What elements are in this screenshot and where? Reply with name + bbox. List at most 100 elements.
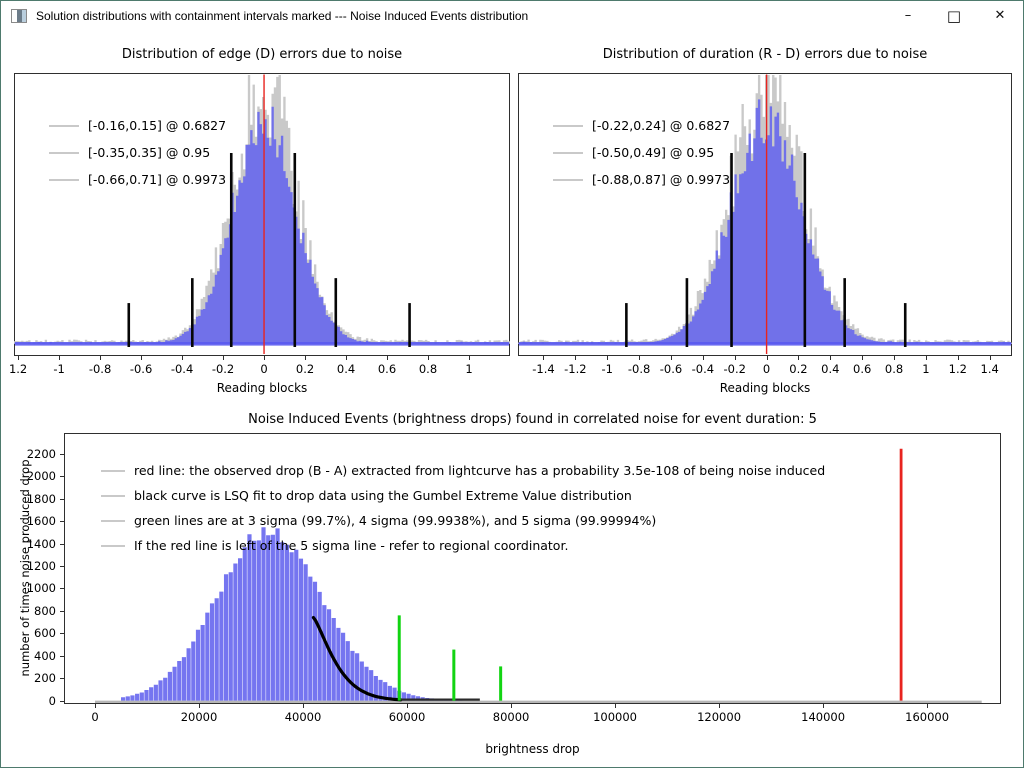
legend-sample-line <box>553 178 583 181</box>
y-tick-mark <box>60 543 64 545</box>
x-tick-label: 0.4 <box>821 362 840 376</box>
x-tick-mark <box>223 356 225 360</box>
legend-label: [-0.50,0.49] @ 0.95 <box>592 145 715 160</box>
x-tick-label: 1.2 <box>948 362 967 376</box>
y-tick-label: 1400 <box>26 536 56 551</box>
histogram-bars <box>14 106 510 344</box>
x-axis-label-bottom: brightness drop <box>485 742 580 756</box>
y-tick-label: 1600 <box>26 514 56 529</box>
x-tick-label: -1 <box>53 362 65 376</box>
legend-label: black curve is LSQ fit to drop data usin… <box>134 488 632 503</box>
x-tick-label: -0.6 <box>129 362 153 376</box>
x-tick-mark <box>575 356 577 360</box>
x-tick-mark <box>303 704 305 708</box>
histogram-plot <box>14 73 510 356</box>
chart-title-duration-errors: Distribution of duration (R - D) errors … <box>602 47 928 62</box>
legend-item: black curve is LSQ fit to drop data usin… <box>101 483 825 508</box>
x-tick-mark <box>346 356 348 360</box>
x-tick-label: 1.2 <box>8 362 28 376</box>
y-tick-mark <box>60 521 64 523</box>
x-tick-mark <box>264 356 266 360</box>
x-tick-label: 80000 <box>492 710 530 724</box>
x-tick-mark <box>615 704 617 708</box>
legend-sample-line <box>101 494 125 497</box>
x-tick-mark <box>894 356 896 360</box>
x-tick-mark <box>798 356 800 360</box>
y-tick-label: 200 <box>34 671 56 686</box>
y-tick-mark <box>60 588 64 590</box>
title-bar[interactable]: Solution distributions with containment … <box>1 1 1023 32</box>
x-tick-label: -1.2 <box>564 362 587 376</box>
x-tick-mark <box>925 356 927 360</box>
x-tick-mark <box>639 356 641 360</box>
legend-sample-line <box>101 544 125 547</box>
x-tick-label: 20000 <box>180 710 218 724</box>
x-tick-label: 0.2 <box>789 362 808 376</box>
x-tick-label: 60000 <box>388 710 426 724</box>
legend-label: If the red line is left of the 5 sigma l… <box>134 538 569 553</box>
axes-edge-errors <box>14 73 510 356</box>
x-tick-mark <box>18 356 20 360</box>
x-tick-label: -0.6 <box>659 362 683 376</box>
y-tick-mark <box>60 610 64 612</box>
y-tick-label: 0 <box>48 693 56 708</box>
close-button[interactable]: ✕ <box>994 8 1006 23</box>
legend-label: [-0.35,0.35] @ 0.95 <box>88 145 211 160</box>
legend-noise-events: red line: the observed drop (B - A) extr… <box>101 458 825 558</box>
x-tick-label: 0 <box>762 362 771 376</box>
x-tick-label: -0.2 <box>723 362 746 376</box>
legend-sample-line <box>49 178 79 181</box>
x-tick-mark <box>387 356 389 360</box>
histogram-baseline <box>15 342 509 346</box>
x-tick-mark <box>543 356 545 360</box>
y-tick-label: 2000 <box>26 469 56 484</box>
figure-canvas: Distribution of edge (D) errors due to n… <box>1 31 1023 767</box>
legend-label: green lines are at 3 sigma (99.7%), 4 si… <box>134 513 657 528</box>
x-tick-mark <box>862 356 864 360</box>
y-tick-label: 1200 <box>26 558 56 573</box>
x-axis-label-left: Reading blocks <box>216 381 308 395</box>
chart-title-edge-errors: Distribution of edge (D) errors due to n… <box>121 47 403 62</box>
legend-item: [-0.88,0.87] @ 0.9973 <box>553 166 730 193</box>
x-tick-label: -1 <box>601 362 613 376</box>
x-tick-mark <box>199 704 200 708</box>
x-tick-label: 0 <box>260 362 268 376</box>
x-tick-mark <box>141 356 143 360</box>
histogram-plot <box>64 433 1001 704</box>
x-tick-label: -0.8 <box>627 362 651 376</box>
window-controls: – □ ✕ <box>885 1 1023 31</box>
x-tick-mark <box>927 704 929 708</box>
y-tick-mark <box>60 678 64 680</box>
maximize-button[interactable]: □ <box>946 7 962 25</box>
x-tick-label: 0 <box>91 710 99 724</box>
x-tick-label: 1 <box>465 362 473 376</box>
x-tick-mark <box>511 704 513 708</box>
x-tick-label: -0.8 <box>88 362 112 376</box>
legend-label: [-0.22,0.24] @ 0.6827 <box>592 118 731 133</box>
x-tick-mark <box>734 356 736 360</box>
legend-item: [-0.16,0.15] @ 0.6827 <box>49 112 226 139</box>
x-tick-mark <box>670 356 672 360</box>
y-tick-mark <box>60 476 64 478</box>
x-tick-label: -1.4 <box>532 362 555 376</box>
legend-item: green lines are at 3 sigma (99.7%), 4 si… <box>101 508 825 533</box>
x-tick-label: 1.4 <box>980 362 999 376</box>
legend-item: If the red line is left of the 5 sigma l… <box>101 533 825 558</box>
app-icon <box>11 9 27 23</box>
x-tick-label: 120000 <box>697 710 742 724</box>
legend-sample-line <box>49 124 79 127</box>
x-tick-label: 1 <box>922 362 930 376</box>
y-tick-label: 2200 <box>26 446 56 461</box>
x-tick-mark <box>407 704 409 708</box>
legend-duration-errors: [-0.22,0.24] @ 0.6827 [-0.50,0.49] @ 0.95… <box>553 112 730 193</box>
x-tick-label: 0.8 <box>418 362 438 376</box>
minimize-button[interactable]: – <box>904 8 912 23</box>
y-tick-mark <box>60 565 64 567</box>
legend-label: [-0.16,0.15] @ 0.6827 <box>88 118 227 133</box>
legend-item: red line: the observed drop (B - A) extr… <box>101 458 825 483</box>
x-tick-mark <box>469 356 470 360</box>
x-tick-mark <box>305 356 307 360</box>
legend-sample-line <box>101 519 125 522</box>
y-tick-mark <box>60 453 64 455</box>
y-tick-label: 600 <box>34 626 56 641</box>
